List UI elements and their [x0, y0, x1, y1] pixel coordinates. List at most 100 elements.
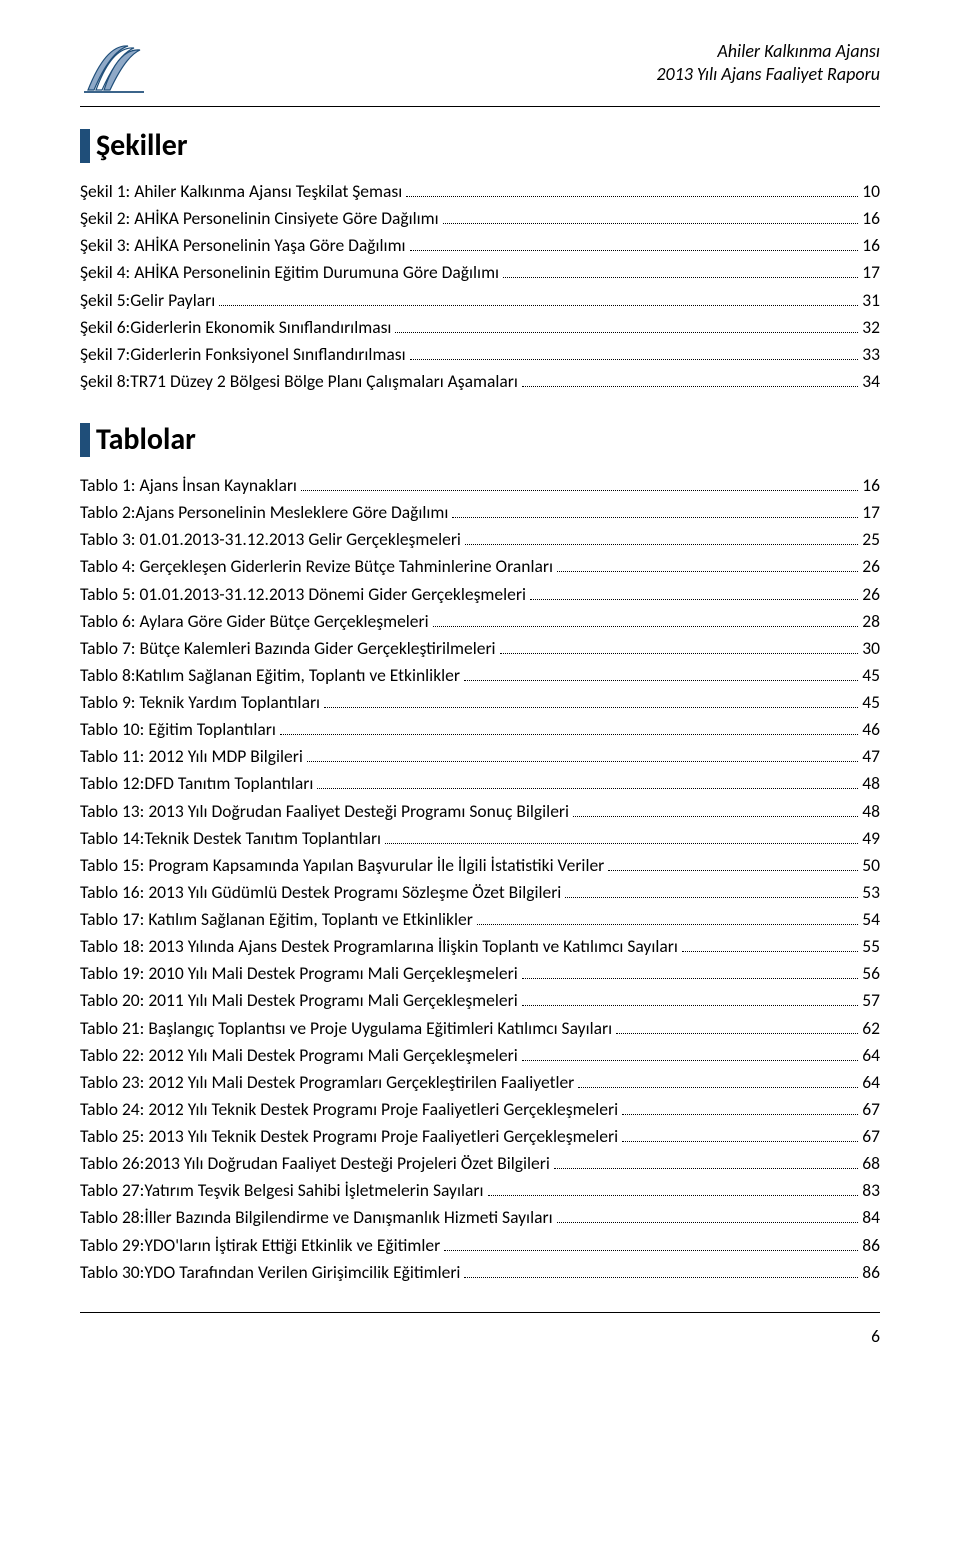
toc-dots — [301, 474, 858, 491]
toc-label: Tablo 13: 2013 Yılı Doğrudan Faaliyet De… — [80, 798, 569, 825]
toc-label: Şekil 1: Ahiler Kalkınma Ajansı Teşkilat… — [80, 178, 402, 205]
toc-label: Tablo 2:Ajans Personelinin Mesleklere Gö… — [80, 499, 448, 526]
toc-label: Tablo 12:DFD Tanıtım Toplantıları — [80, 770, 313, 797]
toc-dots — [554, 1152, 858, 1169]
toc-page: 54 — [862, 906, 880, 933]
toc-row: Tablo 22: 2012 Yılı Mali Destek Programı… — [80, 1042, 880, 1069]
toc-row: Tablo 27:Yatırım Teşvik Belgesi Sahibi İ… — [80, 1177, 880, 1204]
toc-row: Tablo 9: Teknik Yardım Toplantıları45 — [80, 689, 880, 716]
toc-page: 49 — [862, 825, 880, 852]
toc-label: Tablo 18: 2013 Yılında Ajans Destek Prog… — [80, 933, 678, 960]
toc-label: Tablo 21: Başlangıç Toplantısı ve Proje … — [80, 1015, 612, 1042]
toc-row: Tablo 20: 2011 Yılı Mali Destek Programı… — [80, 987, 880, 1014]
toc-page: 28 — [862, 608, 880, 635]
toc-page: 64 — [862, 1042, 880, 1069]
toc-dots — [608, 854, 858, 871]
toc-row: Tablo 11: 2012 Yılı MDP Bilgileri47 — [80, 743, 880, 770]
toc-label: Şekil 2: AHİKA Personelinin Cinsiyete Gö… — [80, 205, 439, 232]
toc-list: Şekil 1: Ahiler Kalkınma Ajansı Teşkilat… — [80, 178, 880, 395]
toc-page: 48 — [862, 770, 880, 797]
toc-dots — [324, 691, 858, 708]
toc-dots — [307, 746, 858, 763]
toc-page: 45 — [862, 662, 880, 689]
toc-dots — [443, 207, 859, 224]
toc-label: Tablo 8:Katılım Sağlanan Eğitim, Toplant… — [80, 662, 460, 689]
toc-row: Tablo 5: 01.01.2013-31.12.2013 Dönemi Gi… — [80, 581, 880, 608]
toc-row: Şekil 2: AHİKA Personelinin Cinsiyete Gö… — [80, 205, 880, 232]
toc-label: Tablo 27:Yatırım Teşvik Belgesi Sahibi İ… — [80, 1177, 484, 1204]
toc-label: Tablo 1: Ajans İnsan Kaynakları — [80, 472, 297, 499]
toc-dots — [573, 800, 858, 817]
toc-page: 30 — [862, 635, 880, 662]
toc-label: Tablo 10: Eğitim Toplantıları — [80, 716, 276, 743]
section-title: Şekiller — [96, 127, 188, 164]
toc-label: Tablo 20: 2011 Yılı Mali Destek Programı… — [80, 987, 518, 1014]
toc-row: Tablo 7: Bütçe Kalemleri Bazında Gider G… — [80, 635, 880, 662]
toc-row: Şekil 5:Gelir Payları31 — [80, 287, 880, 314]
toc-label: Şekil 5:Gelir Payları — [80, 287, 215, 314]
toc-page: 26 — [862, 553, 880, 580]
toc-row: Tablo 19: 2010 Yılı Mali Destek Programı… — [80, 960, 880, 987]
page-header: Ahiler Kalkınma Ajansı 2013 Yılı Ajans F… — [80, 40, 880, 100]
toc-dots — [406, 180, 858, 197]
toc-dots — [395, 316, 858, 333]
toc-label: Tablo 23: 2012 Yılı Mali Destek Programl… — [80, 1069, 574, 1096]
toc-label: Şekil 8:TR71 Düzey 2 Bölgesi Bölge Planı… — [80, 368, 518, 395]
toc-label: Tablo 4: Gerçekleşen Giderlerin Revize B… — [80, 553, 553, 580]
toc-label: Şekil 6:Giderlerin Ekonomik Sınıflandırı… — [80, 314, 391, 341]
toc-row: Tablo 18: 2013 Yılında Ajans Destek Prog… — [80, 933, 880, 960]
toc-dots — [464, 664, 858, 681]
toc-label: Şekil 4: AHİKA Personelinin Eğitim Durum… — [80, 259, 499, 286]
agency-logo — [80, 40, 150, 100]
toc-dots — [488, 1180, 859, 1197]
toc-page: 16 — [862, 205, 880, 232]
toc-label: Tablo 30:YDO Tarafından Verilen Girişimc… — [80, 1259, 460, 1286]
toc-page: 34 — [862, 368, 880, 395]
section-title: Tablolar — [96, 421, 196, 458]
toc-dots — [565, 881, 858, 898]
toc-page: 68 — [862, 1150, 880, 1177]
toc-dots — [410, 343, 859, 360]
toc-label: Tablo 5: 01.01.2013-31.12.2013 Dönemi Gi… — [80, 581, 526, 608]
header-report: 2013 Yılı Ajans Faaliyet Raporu — [656, 63, 880, 86]
toc-row: Tablo 16: 2013 Yılı Güdümlü Destek Progr… — [80, 879, 880, 906]
section-stripe — [80, 129, 90, 163]
toc-dots — [616, 1017, 858, 1034]
toc-dots — [682, 935, 858, 952]
toc-page: 45 — [862, 689, 880, 716]
toc-label: Tablo 26:2013 Yılı Doğrudan Faaliyet Des… — [80, 1150, 550, 1177]
toc-page: 53 — [862, 879, 880, 906]
toc-page: 56 — [862, 960, 880, 987]
toc-label: Tablo 16: 2013 Yılı Güdümlü Destek Progr… — [80, 879, 561, 906]
toc-row: Tablo 2:Ajans Personelinin Mesleklere Gö… — [80, 499, 880, 526]
toc-page: 62 — [862, 1015, 880, 1042]
toc-dots — [503, 262, 858, 279]
toc-dots — [578, 1071, 858, 1088]
toc-dots — [433, 610, 859, 627]
toc-row: Tablo 12:DFD Tanıtım Toplantıları 48 — [80, 770, 880, 797]
toc-label: Tablo 19: 2010 Yılı Mali Destek Programı… — [80, 960, 518, 987]
toc-row: Tablo 3: 01.01.2013-31.12.2013 Gelir Ger… — [80, 526, 880, 553]
toc-list: Tablo 1: Ajans İnsan Kaynakları16Tablo 2… — [80, 472, 880, 1286]
toc-label: Tablo 29:YDO'ların İştirak Ettiği Etkinl… — [80, 1232, 440, 1259]
toc-row: Tablo 8:Katılım Sağlanan Eğitim, Toplant… — [80, 662, 880, 689]
toc-row: Tablo 25: 2013 Yılı Teknik Destek Progra… — [80, 1123, 880, 1150]
header-rule — [80, 106, 880, 107]
toc-dots — [317, 773, 858, 790]
toc-row: Tablo 21: Başlangıç Toplantısı ve Proje … — [80, 1015, 880, 1042]
toc-row: Tablo 28:İller Bazında Bilgilendirme ve … — [80, 1204, 880, 1231]
toc-dots — [280, 718, 858, 735]
toc-row: Tablo 15: Program Kapsamında Yapılan Baş… — [80, 852, 880, 879]
toc-dots — [622, 1098, 858, 1115]
toc-dots — [522, 370, 858, 387]
toc-row: Şekil 7:Giderlerin Fonksiyonel Sınıfland… — [80, 341, 880, 368]
toc-row: Tablo 24: 2012 Yılı Teknik Destek Progra… — [80, 1096, 880, 1123]
document-page: Ahiler Kalkınma Ajansı 2013 Yılı Ajans F… — [0, 0, 960, 1561]
toc-dots — [557, 556, 858, 573]
toc-dots — [522, 963, 859, 980]
toc-dots — [530, 583, 858, 600]
page-number: 6 — [80, 1321, 880, 1347]
toc-page: 67 — [862, 1096, 880, 1123]
toc-row: Tablo 14:Teknik Destek Tanıtım Toplantıl… — [80, 825, 880, 852]
toc-row: Şekil 1: Ahiler Kalkınma Ajansı Teşkilat… — [80, 178, 880, 205]
